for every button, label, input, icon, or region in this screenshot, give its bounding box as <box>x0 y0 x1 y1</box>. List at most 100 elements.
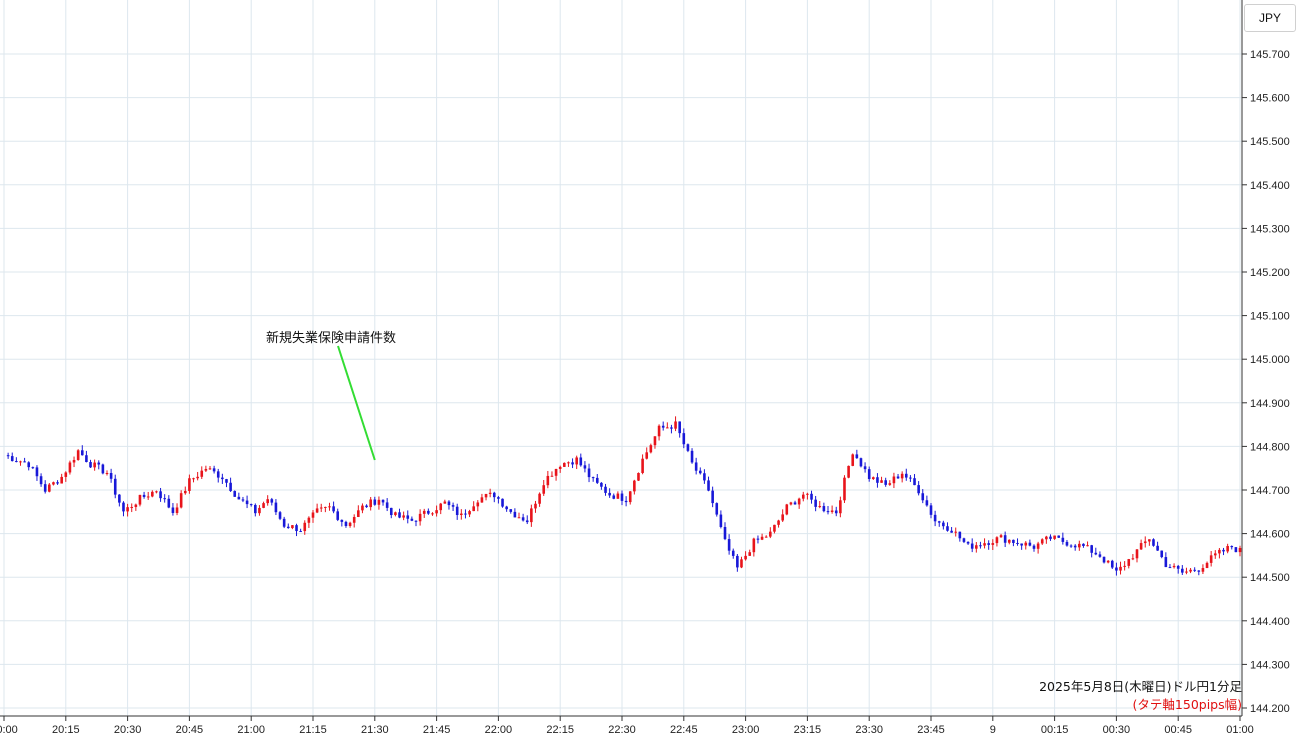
candle-body <box>1238 547 1242 553</box>
candle-body <box>1164 557 1168 568</box>
x-tick-label: 23:15 <box>794 724 822 736</box>
candle-body <box>666 427 669 429</box>
candle-body <box>352 516 356 523</box>
candle-body <box>365 505 368 508</box>
candle-body <box>995 537 999 544</box>
candle-body <box>1069 545 1073 547</box>
candle-body <box>196 476 199 479</box>
candle-body <box>744 555 747 560</box>
candle-body <box>291 525 294 529</box>
y-tick-label: 144.500 <box>1250 572 1290 584</box>
candle-body <box>904 473 908 478</box>
candle-body <box>422 510 426 514</box>
candle-body <box>731 550 735 556</box>
candle-body <box>830 510 834 512</box>
x-axis-ticks: 20:00 20:15 20:30 20:45 21:00 21:15 21:30 21:45… <box>0 716 1254 736</box>
candle-body <box>509 509 513 512</box>
candle-body <box>93 462 96 468</box>
candle-body <box>311 512 315 518</box>
candle-body <box>1040 539 1044 544</box>
candle-body <box>10 456 14 462</box>
candle-body <box>303 522 307 532</box>
candle-body <box>27 462 31 468</box>
candle-body <box>1106 560 1110 563</box>
x-tick-label: 23:45 <box>917 724 945 736</box>
y-tick-label: 145.600 <box>1250 93 1290 105</box>
candle-body <box>999 535 1003 538</box>
y-tick-label: 144.300 <box>1250 659 1290 671</box>
candle-body <box>31 467 35 469</box>
candle-body <box>991 543 995 545</box>
candle-body <box>913 478 916 486</box>
candle-body <box>917 485 920 494</box>
y-tick-label: 145.700 <box>1250 49 1290 61</box>
y-tick-label: 145.100 <box>1250 311 1290 323</box>
candle-body <box>48 484 51 492</box>
candle-body <box>748 552 752 556</box>
candle-body <box>101 464 105 474</box>
candle-body <box>1073 545 1077 548</box>
candle-body <box>361 505 364 511</box>
candle-body <box>414 520 418 522</box>
x-tick-label: 00:30 <box>1103 724 1131 736</box>
candle-body <box>690 450 694 463</box>
candle-body <box>1082 543 1085 546</box>
currency-label[interactable]: JPY <box>1244 4 1296 32</box>
candle-body <box>513 511 517 518</box>
annotation-pointer-line <box>337 345 376 461</box>
candle-body <box>839 500 842 514</box>
candle-body <box>245 500 249 505</box>
candle-body <box>307 517 311 523</box>
candle-body <box>826 511 830 513</box>
candle-body <box>468 511 471 515</box>
candle-body <box>155 491 158 493</box>
candle-body <box>1036 543 1040 549</box>
candle-body <box>97 462 101 465</box>
candle-body <box>23 461 26 463</box>
candle-body <box>344 521 348 526</box>
y-tick-label: 145.200 <box>1250 267 1290 279</box>
candle-body <box>1032 545 1036 549</box>
candle-body <box>1102 556 1106 563</box>
candle-body <box>146 496 150 498</box>
candle-body <box>822 506 826 512</box>
candle-body <box>1115 567 1118 571</box>
candle-body <box>249 504 253 506</box>
candle-body <box>340 519 344 522</box>
candle-body <box>1007 539 1011 543</box>
candle-body <box>56 482 59 484</box>
candle-body <box>628 491 632 503</box>
candle-body <box>834 510 838 514</box>
y-tick-label: 145.400 <box>1250 180 1290 192</box>
candle-body <box>1045 536 1048 540</box>
candle-body <box>637 472 640 481</box>
candle-body <box>1172 565 1176 568</box>
candle-body <box>369 499 372 508</box>
candle-body <box>1090 545 1093 553</box>
candle-body <box>1028 542 1032 546</box>
candle-body <box>896 476 900 479</box>
candle-body <box>587 468 591 478</box>
candle-body <box>855 454 859 459</box>
candle-body <box>558 466 562 469</box>
candle-body <box>410 518 414 521</box>
candle-body <box>711 490 714 504</box>
candle-body <box>698 470 702 474</box>
candle-body <box>394 512 397 516</box>
candle-body <box>715 503 719 515</box>
x-tick-label: 20:15 <box>52 724 80 736</box>
candle-body <box>760 536 764 540</box>
candle-body <box>525 520 529 523</box>
candle-body <box>1205 562 1209 569</box>
candle-body <box>118 494 121 503</box>
candle-body <box>451 505 455 507</box>
candle-body <box>740 559 743 568</box>
candle-body <box>806 493 809 495</box>
candle-body <box>406 515 410 519</box>
candle-body <box>703 473 706 481</box>
candle-body <box>274 502 278 513</box>
candle-body <box>769 531 772 537</box>
candle-body <box>1065 541 1069 546</box>
x-tick-label: 00:45 <box>1164 724 1192 736</box>
candle-body <box>1152 539 1155 546</box>
